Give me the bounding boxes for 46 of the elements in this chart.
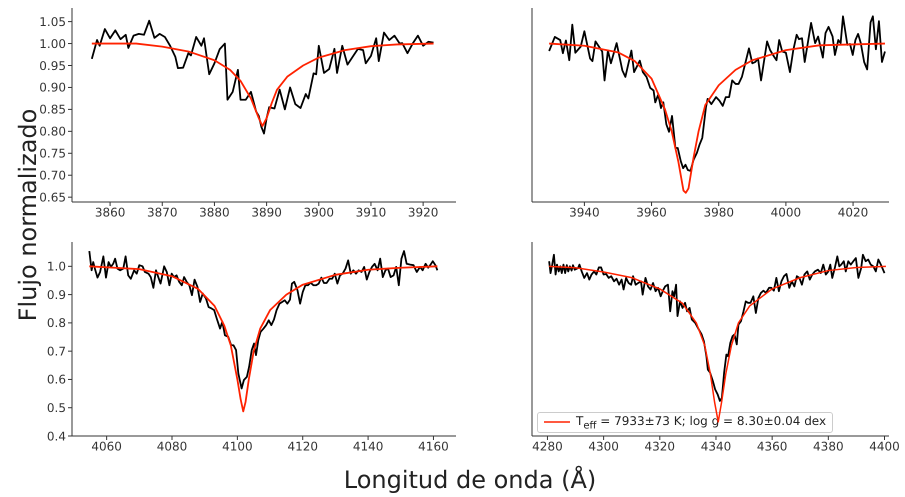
y-tick-label: 0.70 (39, 168, 66, 182)
y-tick-label: 0.8 (46, 316, 66, 330)
y-tick-label: 0.95 (39, 58, 66, 73)
x-tick-label: 4360 (756, 440, 788, 454)
y-tick-label: 0.9 (46, 288, 66, 302)
x-tick-label: 3960 (636, 206, 667, 220)
y-tick-label: 0.4 (46, 429, 66, 444)
x-tick-label: 3900 (304, 206, 334, 220)
x-tick-label: 4280 (532, 440, 563, 454)
x-tick-label: 4300 (588, 440, 619, 454)
x-tick-label: 4100 (222, 440, 253, 454)
x-tick-label: 3980 (703, 206, 734, 220)
line-series (88, 265, 438, 412)
x-tick-label: 3890 (251, 206, 282, 220)
x-tick-label: 4080 (156, 440, 188, 454)
x-tick-label: 4020 (838, 206, 868, 220)
y-tick-label: 0.90 (39, 80, 66, 95)
y-tick-label: 0.80 (39, 124, 66, 139)
y-tick-label: 0.6 (46, 372, 66, 387)
x-tick-label: 4380 (813, 440, 844, 454)
line-series (88, 250, 438, 390)
x-tick-label: 4000 (770, 206, 802, 220)
x-tick-label: 4120 (287, 440, 318, 454)
y-tick-label: 1.00 (39, 36, 66, 51)
x-tick-label: 3920 (408, 206, 438, 220)
y-tick-label: 1.0 (46, 260, 66, 274)
y-tick-label: 0.85 (39, 102, 66, 117)
x-tick-label: 4320 (644, 440, 676, 454)
x-tick-label: 4160 (418, 440, 449, 454)
y-tick-label: 0.65 (39, 190, 66, 204)
y-tick-label: 0.75 (39, 146, 66, 161)
line-series (90, 42, 434, 127)
x-tick-label: 4060 (91, 440, 122, 454)
x-tick-label: 3870 (146, 206, 178, 220)
x-tick-label: 3880 (199, 206, 230, 220)
x-axis-title: Longitud de onda (Å) (344, 466, 596, 494)
x-tick-label: 3910 (356, 206, 386, 220)
x-tick-label: 4400 (869, 440, 900, 454)
x-tick-label: 4140 (352, 440, 384, 454)
x-tick-label: 4340 (700, 440, 732, 454)
y-tick-label: 0.5 (46, 400, 66, 415)
x-tick-label: 3860 (94, 206, 126, 220)
y-tick-label: 1.05 (39, 14, 66, 29)
y-tick-label: 0.7 (46, 344, 66, 358)
x-tick-label: 3940 (569, 206, 600, 220)
line-series (90, 20, 434, 134)
